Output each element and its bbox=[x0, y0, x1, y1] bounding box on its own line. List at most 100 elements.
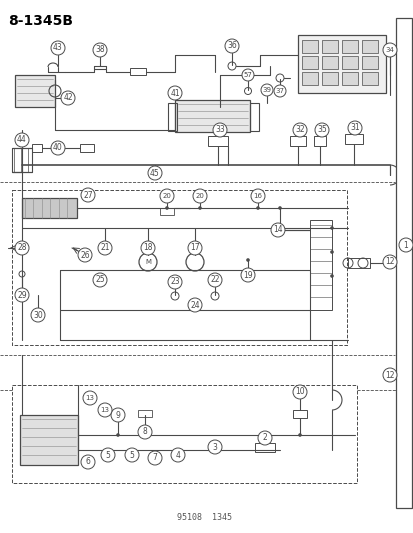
Bar bbox=[32, 144, 42, 152]
Bar bbox=[341, 72, 357, 85]
Text: 12: 12 bbox=[385, 257, 394, 266]
Circle shape bbox=[192, 189, 206, 203]
Circle shape bbox=[292, 385, 306, 399]
Circle shape bbox=[138, 425, 152, 439]
Text: 9: 9 bbox=[115, 410, 120, 419]
Text: 34: 34 bbox=[385, 47, 394, 53]
Text: 16: 16 bbox=[253, 193, 262, 199]
Text: 25: 25 bbox=[95, 276, 104, 285]
Text: 3: 3 bbox=[212, 442, 217, 451]
Text: 26: 26 bbox=[80, 251, 90, 260]
Text: 14: 14 bbox=[273, 225, 282, 235]
Circle shape bbox=[256, 206, 259, 210]
Circle shape bbox=[330, 274, 333, 278]
Circle shape bbox=[257, 431, 271, 445]
Bar bbox=[297, 35, 385, 93]
Bar bbox=[361, 56, 377, 69]
Bar bbox=[301, 56, 317, 69]
Circle shape bbox=[171, 448, 185, 462]
Text: 12: 12 bbox=[385, 370, 394, 379]
Text: 38: 38 bbox=[95, 45, 104, 54]
Bar bbox=[344, 134, 362, 144]
Bar bbox=[301, 72, 317, 85]
Circle shape bbox=[271, 223, 284, 237]
Circle shape bbox=[101, 448, 115, 462]
Circle shape bbox=[292, 123, 306, 137]
Circle shape bbox=[81, 188, 95, 202]
Text: 4: 4 bbox=[175, 450, 180, 459]
Text: 33: 33 bbox=[215, 125, 224, 134]
Bar bbox=[301, 40, 317, 53]
Circle shape bbox=[125, 448, 139, 462]
Circle shape bbox=[31, 308, 45, 322]
Circle shape bbox=[242, 69, 254, 81]
Bar bbox=[254, 443, 274, 452]
Text: 7: 7 bbox=[152, 454, 157, 463]
Circle shape bbox=[15, 133, 29, 147]
Bar bbox=[20, 415, 78, 465]
Text: 18: 18 bbox=[143, 244, 152, 253]
Circle shape bbox=[111, 408, 125, 422]
Circle shape bbox=[93, 43, 107, 57]
Bar bbox=[12, 385, 356, 483]
Circle shape bbox=[168, 275, 182, 289]
Bar bbox=[292, 410, 306, 418]
Text: 35: 35 bbox=[316, 125, 326, 134]
Bar bbox=[347, 258, 369, 268]
Text: 5: 5 bbox=[129, 450, 134, 459]
Bar bbox=[12, 190, 346, 345]
Circle shape bbox=[382, 255, 396, 269]
Circle shape bbox=[141, 241, 154, 255]
Circle shape bbox=[61, 91, 75, 105]
Bar bbox=[207, 136, 228, 146]
Text: 28: 28 bbox=[17, 244, 27, 253]
Bar bbox=[12, 148, 32, 172]
Circle shape bbox=[330, 250, 333, 254]
Circle shape bbox=[314, 123, 328, 137]
Text: 24: 24 bbox=[190, 301, 199, 310]
Text: 8-1345B: 8-1345B bbox=[8, 14, 73, 28]
Circle shape bbox=[51, 141, 65, 155]
Text: 39: 39 bbox=[262, 87, 271, 93]
Text: 41: 41 bbox=[170, 88, 179, 98]
Circle shape bbox=[147, 166, 161, 180]
Bar bbox=[138, 410, 152, 417]
Bar bbox=[175, 100, 249, 132]
Circle shape bbox=[98, 403, 112, 417]
Circle shape bbox=[81, 455, 95, 469]
Bar bbox=[361, 72, 377, 85]
Text: 17: 17 bbox=[190, 244, 199, 253]
Circle shape bbox=[278, 206, 281, 210]
Text: 23: 23 bbox=[170, 278, 179, 287]
Text: 20: 20 bbox=[162, 193, 171, 199]
Text: 29: 29 bbox=[17, 290, 27, 300]
Circle shape bbox=[250, 189, 264, 203]
Text: 27: 27 bbox=[83, 190, 93, 199]
Bar bbox=[289, 136, 305, 146]
Text: 36: 36 bbox=[227, 42, 236, 51]
Text: 31: 31 bbox=[349, 124, 359, 133]
Circle shape bbox=[297, 433, 301, 437]
Circle shape bbox=[83, 391, 97, 405]
Text: 37: 37 bbox=[275, 88, 284, 94]
Circle shape bbox=[15, 288, 29, 302]
Bar bbox=[22, 198, 77, 218]
Text: 1: 1 bbox=[403, 240, 407, 249]
Bar bbox=[15, 75, 55, 107]
Bar bbox=[313, 136, 325, 146]
Circle shape bbox=[212, 123, 226, 137]
Circle shape bbox=[98, 241, 112, 255]
Circle shape bbox=[93, 273, 107, 287]
Text: 45: 45 bbox=[150, 168, 159, 177]
Text: 43: 43 bbox=[53, 44, 63, 52]
Bar bbox=[309, 220, 331, 310]
Circle shape bbox=[147, 451, 161, 465]
Text: 8: 8 bbox=[142, 427, 147, 437]
Text: 40: 40 bbox=[53, 143, 63, 152]
Circle shape bbox=[273, 85, 285, 97]
Bar bbox=[321, 56, 337, 69]
Bar bbox=[395, 18, 411, 508]
Text: 22: 22 bbox=[210, 276, 219, 285]
Bar bbox=[361, 40, 377, 53]
Bar bbox=[80, 144, 94, 152]
